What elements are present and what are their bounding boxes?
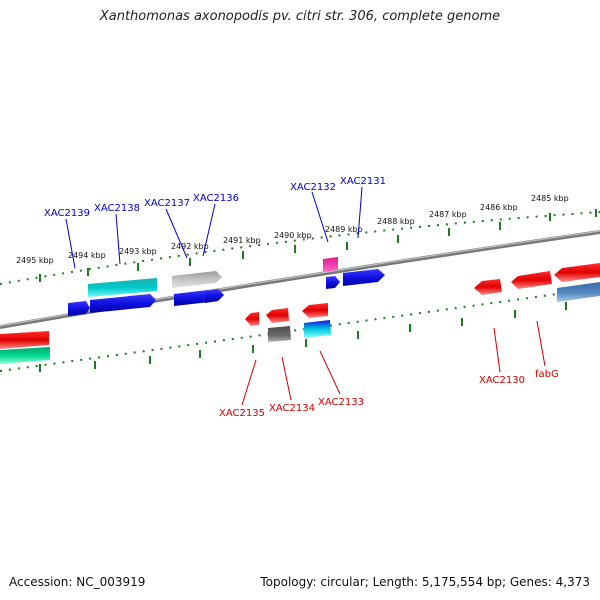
genome-title: Xanthomonas axonopodis pv. citri str. 30… bbox=[99, 9, 501, 24]
gene-block[interactable] bbox=[268, 326, 291, 342]
gene-block[interactable] bbox=[174, 290, 210, 306]
kbp-label: 2492 kbp bbox=[171, 242, 209, 251]
lower-strand-genes bbox=[0, 303, 331, 364]
kbp-label: 2490 kbp bbox=[274, 231, 312, 240]
gene-label-xac2135: XAC2135 bbox=[219, 408, 265, 419]
gene-block[interactable] bbox=[88, 278, 157, 297]
kbp-label: 2494 kbp bbox=[68, 251, 106, 260]
gene-label-xac2131: XAC2131 bbox=[340, 176, 386, 187]
genome-stats-text: Topology: circular; Length: 5,175,554 bp… bbox=[260, 575, 590, 589]
gene-label-xac2133: XAC2133 bbox=[318, 397, 364, 408]
upper-strand-genes bbox=[68, 257, 600, 316]
upper-gene-label-texts: XAC2139 XAC2138 XAC2137 XAC2136 XAC2132 … bbox=[44, 176, 386, 219]
kbp-label: 2485 kbp bbox=[531, 194, 569, 203]
gene-block[interactable] bbox=[304, 320, 331, 338]
lower-major-ticks bbox=[39, 302, 567, 372]
gene-block[interactable] bbox=[205, 289, 224, 303]
kbp-label: 2486 kbp bbox=[480, 203, 518, 212]
accession-text: Accession: NC_003919 bbox=[9, 575, 146, 589]
upper-gene-labels bbox=[65, 186, 363, 269]
gene-block[interactable] bbox=[554, 263, 600, 282]
kbp-label: 2487 kbp bbox=[429, 210, 467, 219]
gene-label-xac2139: XAC2139 bbox=[44, 208, 90, 219]
gene-label-xac2137: XAC2137 bbox=[144, 198, 190, 209]
gene-block[interactable] bbox=[0, 331, 49, 349]
gene-block[interactable] bbox=[266, 308, 289, 323]
gene-label-xac2130: XAC2130 bbox=[479, 375, 525, 386]
gene-block[interactable] bbox=[0, 347, 50, 364]
gene-block[interactable] bbox=[68, 301, 90, 316]
upper-scale-line bbox=[0, 211, 600, 285]
gene-block[interactable] bbox=[343, 269, 385, 286]
gene-label-fabg: fabG bbox=[535, 369, 559, 380]
gene-label-xac2136: XAC2136 bbox=[193, 193, 239, 204]
lower-gene-leaders bbox=[241, 320, 546, 406]
kbp-label: 2489 kbp bbox=[325, 225, 363, 234]
gene-block[interactable] bbox=[326, 276, 340, 289]
kbp-label: 2495 kbp bbox=[16, 256, 54, 265]
kbp-label: 2488 kbp bbox=[377, 217, 415, 226]
kbp-labels: 2495 kbp 2494 kbp 2493 kbp 2492 kbp 2491… bbox=[16, 194, 569, 265]
kbp-label: 2491 kbp bbox=[223, 236, 261, 245]
gene-label-xac2134: XAC2134 bbox=[269, 403, 315, 414]
gene-block[interactable] bbox=[90, 294, 156, 313]
lower-gene-label-texts: XAC2135 XAC2134 XAC2133 XAC2130 fabG bbox=[219, 369, 559, 419]
kbp-label: 2493 kbp bbox=[119, 247, 157, 256]
gene-label-xac2132: XAC2132 bbox=[290, 182, 336, 193]
upper-major-ticks bbox=[39, 209, 597, 282]
gene-block[interactable] bbox=[302, 303, 328, 318]
gene-block[interactable] bbox=[474, 279, 502, 295]
gene-label-xac2138: XAC2138 bbox=[94, 203, 140, 214]
gene-block[interactable] bbox=[172, 271, 222, 288]
gene-block[interactable] bbox=[245, 312, 259, 326]
gene-block[interactable] bbox=[557, 282, 600, 302]
gene-block[interactable] bbox=[511, 271, 552, 289]
gene-block[interactable] bbox=[323, 257, 338, 272]
